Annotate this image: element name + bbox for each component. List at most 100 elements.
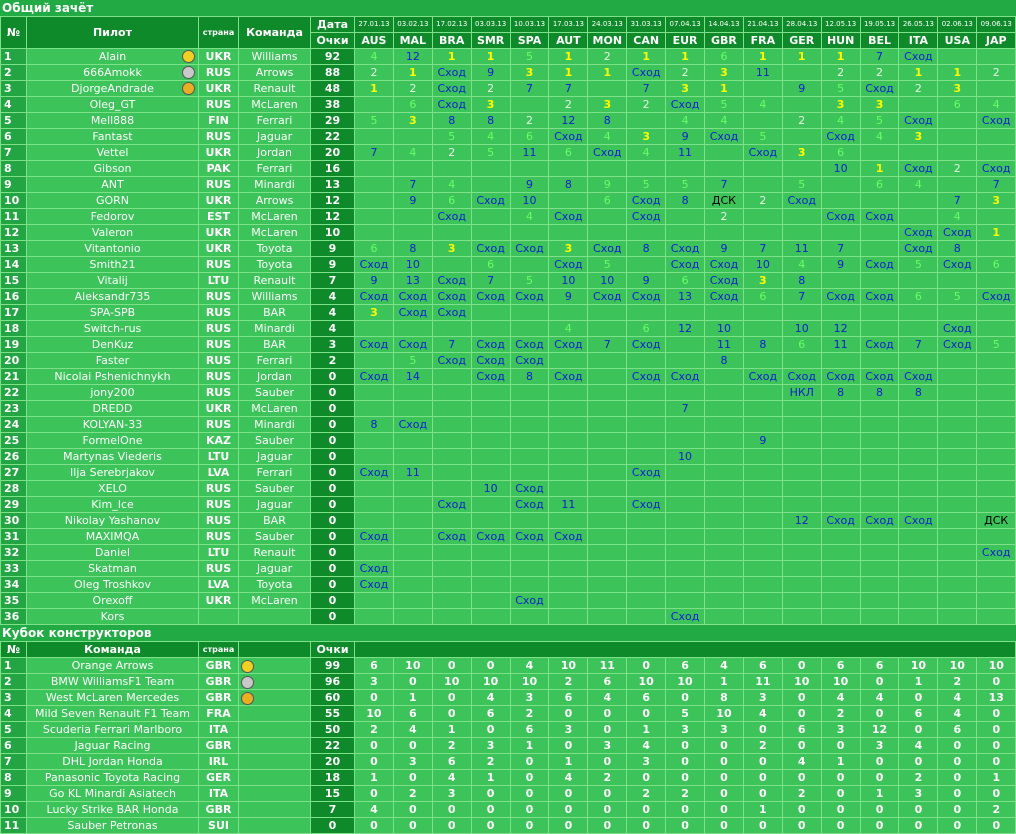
race-result [392,528,433,545]
cheader-num: № [0,641,27,658]
race-result: 6 [626,320,667,337]
constructor-race-points: 6 [470,705,511,722]
race-result: Сход [431,496,472,513]
race-result: 4 [392,144,433,161]
race-result [820,544,861,561]
constructor-race-points: 0 [548,817,589,834]
race-result [704,304,744,321]
race-result [626,112,667,129]
race-result [470,384,511,401]
table-row: 5 Scuderia Ferrari Marlboro ITA 50 2 4 1 0 6 3 0 1 3… [0,721,1016,738]
race-result [976,272,1016,289]
race-result: 11 [820,336,861,353]
constructor-race-points: 0 [781,801,822,818]
race-result: Сход [820,128,861,145]
race-result: 9 [548,288,589,305]
driver-name-text: Smith21 [89,258,136,271]
constructor-medal-cell [238,785,311,802]
race-result [859,432,900,449]
constructor-race-points: 0 [742,769,783,786]
race-result [431,320,472,337]
race-result [704,544,744,561]
driver-team: Minardi [238,320,311,337]
race-result [859,560,900,577]
driver-name: KOLYAN-33 [26,416,199,433]
constructor-race-points: 11 [587,657,628,674]
race-result: Сход [704,256,744,273]
race-result [392,608,433,625]
race-result [820,432,861,449]
table-row: 28 XELO RUS Sauber 0 10 Сход [0,480,1016,497]
constructor-race-points: 3 [431,785,472,802]
race-result: 9 [392,192,433,209]
race-result: 1 [704,80,744,97]
constructor-race-points: 0 [392,817,433,834]
constructor-race-points: 0 [898,817,939,834]
constructor-race-points: 6 [548,689,589,706]
race-date: 26.05.13 [898,16,939,33]
race-result: 4 [859,128,900,145]
table-row: 11 Sauber Petronas SUI 0 0 0 0 0 0 0 0 0 0 0 0 0 0 0 0 0 0 [0,817,1016,834]
table-row: 12 Valeron UKR McLaren 10 Сход Сход 1 [0,224,1016,241]
driver-team: Arrows [238,64,311,81]
driver-team: Ferrari [238,464,311,481]
race-result: 8 [626,240,667,257]
driver-points: 88 [310,64,355,81]
constructor-race-points: 0 [898,753,939,770]
race-result: Сход [859,256,900,273]
race-result [392,448,433,465]
constructor-race-points: 0 [704,769,744,786]
race-result: 8 [742,336,783,353]
race-result [431,432,472,449]
constructor-race-points: 2 [431,737,472,754]
race-result [820,448,861,465]
race-result [665,352,706,369]
driver-position: 19 [0,336,27,353]
race-result: 5 [976,336,1016,353]
race-date: 24.03.13 [587,16,628,33]
race-result [665,528,706,545]
race-result [587,160,628,177]
race-result [626,432,667,449]
driver-position: 30 [0,512,27,529]
constructor-race-points: 0 [820,785,861,802]
race-result [665,384,706,401]
constructor-race-points: 0 [470,801,511,818]
race-result [665,512,706,529]
race-result: Сход [354,560,394,577]
driver-points: 0 [310,448,355,465]
driver-position: 29 [0,496,27,513]
race-result [976,480,1016,497]
driver-country: LTU [198,272,239,289]
constructors-section-title: Кубок конструкторов [0,625,1016,641]
driver-name: Kors [26,608,199,625]
race-result [626,384,667,401]
driver-country: RUS [198,128,239,145]
constructor-name: Scuderia Ferrari Marlboro [26,721,199,738]
race-result: 7 [704,176,744,193]
race-result: 11 [742,64,783,81]
driver-country: RUS [198,512,239,529]
race-result [470,576,511,593]
race-result [431,368,472,385]
constructor-country: GBR [198,801,239,818]
race-result [859,608,900,625]
driver-points: 12 [310,192,355,209]
constructor-race-points: 0 [392,769,433,786]
constructor-race-points: 6 [820,657,861,674]
race-result: Сход [431,272,472,289]
constructor-race-points: 2 [976,801,1016,818]
race-result: 2 [820,64,861,81]
race-result [781,224,822,241]
race-result [820,176,861,193]
constructor-race-points: 4 [781,753,822,770]
cheader-blank [238,641,311,658]
constructor-race-points: 0 [354,689,394,706]
constructor-race-points: 0 [976,705,1016,722]
constructor-country: GBR [198,689,239,706]
race-result [509,560,550,577]
race-result: 6 [431,192,472,209]
driver-team: Arrows [238,192,311,209]
constructor-position: 3 [0,689,27,706]
race-result: 8 [898,384,939,401]
